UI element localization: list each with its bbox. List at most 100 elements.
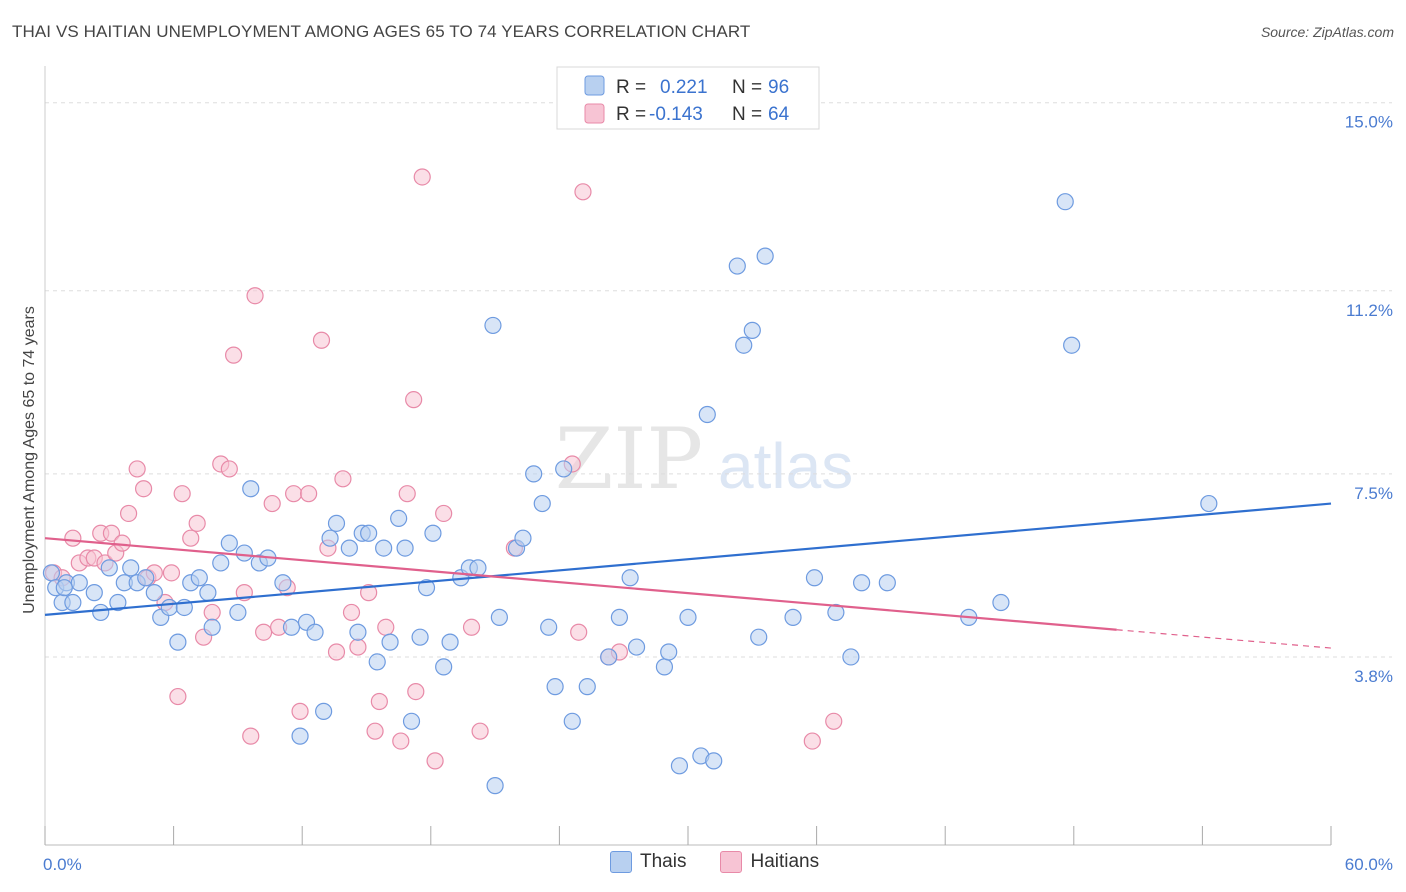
thais-point xyxy=(486,777,504,795)
thais-point xyxy=(190,569,208,587)
watermark: ZIP atlas xyxy=(555,410,853,508)
thais-point xyxy=(627,638,646,656)
thais-point xyxy=(660,643,678,661)
bottom-legend-swatch-haitians xyxy=(720,851,743,873)
thais-point xyxy=(1063,336,1081,354)
haitians-point xyxy=(312,331,331,349)
legend-n-value-haitians: 64 xyxy=(768,104,790,125)
thais-point xyxy=(827,603,845,622)
thais-point xyxy=(235,544,253,562)
haitians-point xyxy=(285,485,303,503)
thais-point xyxy=(411,628,429,646)
chart-title: THAI VS HAITIAN UNEMPLOYMENT AMONG AGES … xyxy=(12,22,751,41)
legend-n-label-haitians: N = xyxy=(732,104,762,125)
thais-point xyxy=(424,524,442,542)
thais-point xyxy=(199,584,217,602)
haitians-point xyxy=(102,524,121,542)
thais-point xyxy=(340,539,358,557)
haitians-point xyxy=(182,529,200,547)
thais-point xyxy=(375,539,393,557)
thais-point xyxy=(435,658,453,676)
source-label: Source: ZipAtlas.com xyxy=(1260,24,1394,40)
bottom-legend-swatch-thais xyxy=(610,851,632,873)
y-tick-label: 7.5% xyxy=(1354,484,1393,503)
thais-point xyxy=(229,603,247,622)
haitians-point xyxy=(825,712,843,730)
legend-r-label-haitians: R = xyxy=(616,104,646,125)
thais-point xyxy=(85,584,103,602)
haitians-point xyxy=(471,722,489,740)
thais-point xyxy=(1200,494,1218,513)
thais-point xyxy=(64,593,82,612)
legend-n-value-thais: 96 xyxy=(768,77,789,98)
haitians-point xyxy=(162,564,181,582)
y-tick-label: 11.2% xyxy=(1346,301,1393,320)
thais-point xyxy=(417,579,436,597)
data-points xyxy=(42,168,1218,795)
haitians-point xyxy=(462,618,481,636)
thais-point xyxy=(743,321,761,339)
thais-trend-line xyxy=(44,502,1332,616)
haitians-point xyxy=(291,702,309,720)
bottom-legend-label-haitians: Haitians xyxy=(750,851,820,872)
thais-point xyxy=(169,633,187,651)
haitians-point xyxy=(377,618,395,636)
thais-point xyxy=(610,608,629,626)
haitians-point xyxy=(426,752,444,770)
bottom-legend: Thais Haitians xyxy=(610,851,819,873)
thais-point xyxy=(42,564,61,582)
haitians-point xyxy=(392,732,410,750)
grid xyxy=(45,102,1392,658)
thais-point xyxy=(122,559,140,577)
thais-point xyxy=(242,480,260,498)
thais-point xyxy=(600,648,618,666)
thais-point xyxy=(291,727,309,745)
watermark-atlas: atlas xyxy=(718,430,853,502)
haitians-point xyxy=(203,603,221,622)
thais-point xyxy=(306,623,324,641)
x-tick-label: 0.0% xyxy=(43,855,82,874)
thais-point xyxy=(546,678,564,696)
thais-point xyxy=(441,633,459,651)
thais-point xyxy=(349,623,367,641)
legend-r-value-haitians: -0.143 xyxy=(649,104,703,125)
thais-point xyxy=(540,618,558,636)
thais-point xyxy=(621,569,639,587)
thais-point xyxy=(137,569,155,587)
haitians-point xyxy=(405,391,423,409)
thais-point xyxy=(321,529,339,547)
haitians-point xyxy=(574,183,592,201)
haitians-point xyxy=(169,687,187,706)
thais-point xyxy=(92,603,110,622)
haitians-point xyxy=(173,485,191,503)
tick-labels: 3.8% 7.5% 11.2% 15.0% 0.0% 60.0% xyxy=(43,113,1393,874)
thais-point xyxy=(1056,193,1074,211)
haitians-point xyxy=(803,732,821,750)
haitians-point xyxy=(398,485,416,503)
thais-point xyxy=(109,593,127,612)
thais-point xyxy=(203,618,221,636)
trend-lines xyxy=(44,502,1332,649)
thais-point xyxy=(396,539,414,557)
haitians-point xyxy=(225,346,243,364)
haitians-point xyxy=(435,504,453,523)
thais-point xyxy=(100,559,118,577)
haitians-point xyxy=(300,485,318,503)
thais-point xyxy=(327,514,346,532)
thais-point xyxy=(655,658,674,676)
haitians-point xyxy=(342,603,361,622)
watermark-zip: ZIP xyxy=(555,410,703,508)
thais-point xyxy=(360,524,378,542)
axes xyxy=(44,66,1332,846)
y-tick-label: 3.8% xyxy=(1354,667,1393,686)
haitians-point xyxy=(407,682,425,701)
haitians-point xyxy=(327,643,346,661)
legend-n-label-thais: N = xyxy=(732,77,762,98)
thais-point xyxy=(705,752,723,770)
thais-point xyxy=(490,608,508,626)
thais-point xyxy=(469,559,487,577)
thais-point xyxy=(70,574,88,592)
legend-swatch-thais xyxy=(584,75,605,96)
haitians-point xyxy=(246,287,264,305)
